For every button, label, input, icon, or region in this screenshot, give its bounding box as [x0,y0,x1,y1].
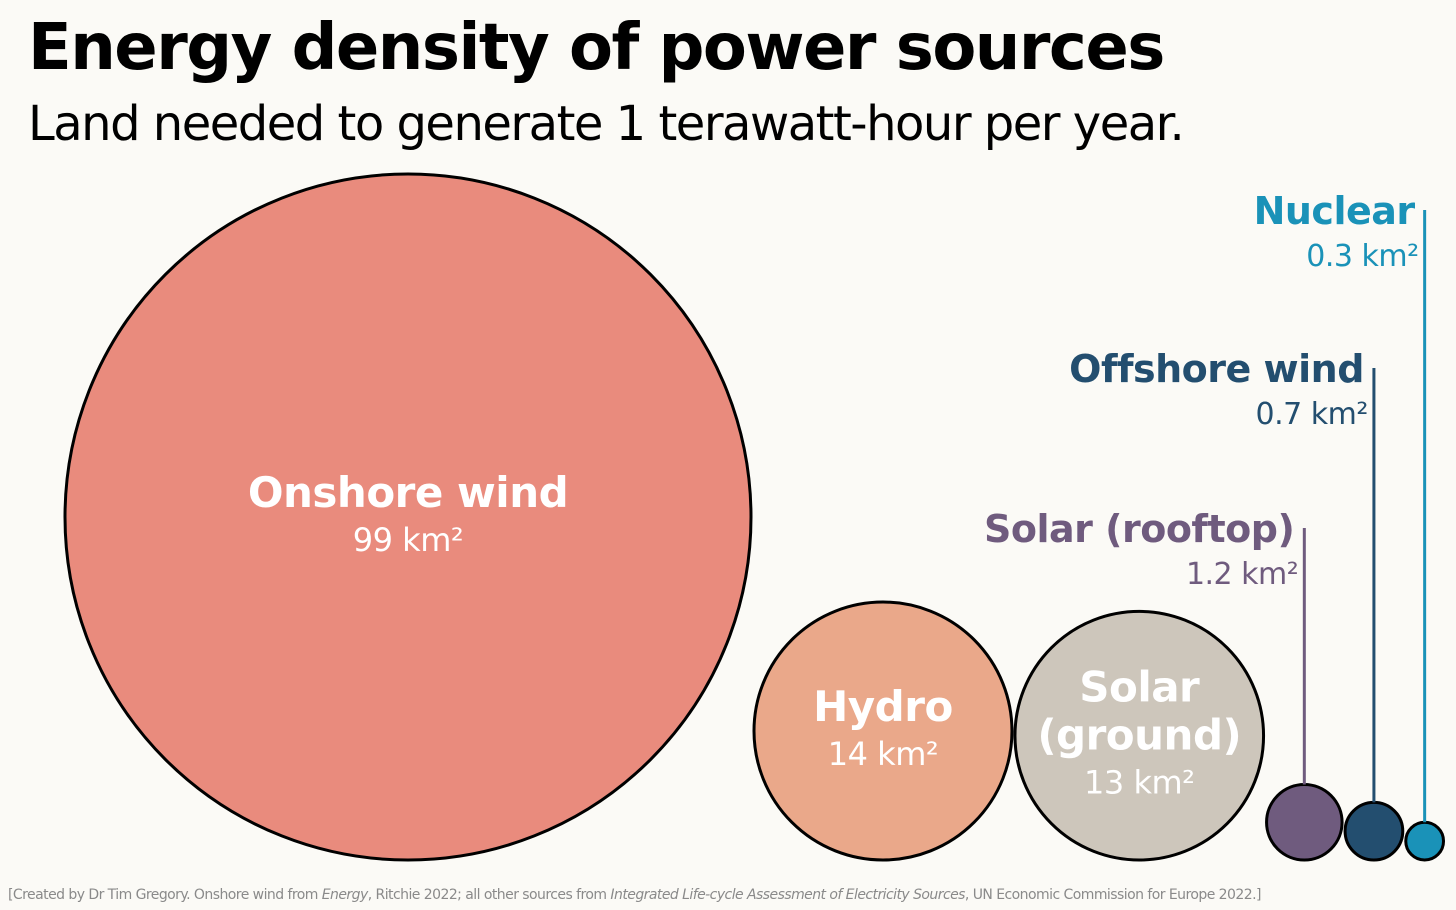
callout-value-nuclear: 0.3 km² [1306,239,1418,274]
bubble-offshore-wind [1343,800,1405,862]
credit-suffix: , UN Economic Commission for Europe 2022… [964,887,1262,903]
bubble-solar-rooftop [1265,782,1344,862]
credit-middle: , Ritchie 2022; all other sources from [367,887,611,903]
bubble-solar-ground [1013,609,1266,862]
callout-value-solar-rooftop: 1.2 km² [1186,557,1298,592]
chart-title: Energy density of power sources [28,11,1165,85]
bubble-name-solar-ground-line-1: Solar [1079,663,1200,712]
bubble-onshore-wind [63,172,753,862]
bubble-value-solar-ground: 13 km² [1084,764,1194,802]
credit-source1-title: Energy [321,887,369,903]
bubble-hydro [752,600,1014,862]
bubble-value-hydro: 14 km² [828,735,938,773]
callout-name-solar-rooftop: Solar (rooftop) [984,507,1294,551]
bubble-name-hydro: Hydro [813,682,953,731]
bubble-nuclear [1404,820,1446,862]
credit-prefix: [Created by Dr Tim Gregory. Onshore wind… [8,887,322,903]
callout-name-offshore-wind: Offshore wind [1069,347,1364,391]
callout-value-offshore-wind: 0.7 km² [1256,397,1368,432]
credit-line: [Created by Dr Tim Gregory. Onshore wind… [8,884,1261,906]
chart-subtitle: Land needed to generate 1 terawatt-hour … [28,96,1185,152]
bubble-name-solar-ground-line-2: (ground) [1037,711,1241,760]
bubble-name-onshore-wind: Onshore wind [248,468,568,517]
bubble-value-onshore-wind: 99 km² [353,521,463,559]
callout-name-nuclear: Nuclear [1254,189,1416,233]
credit-source2-title: Integrated Life-cycle Assessment of Elec… [610,887,965,903]
